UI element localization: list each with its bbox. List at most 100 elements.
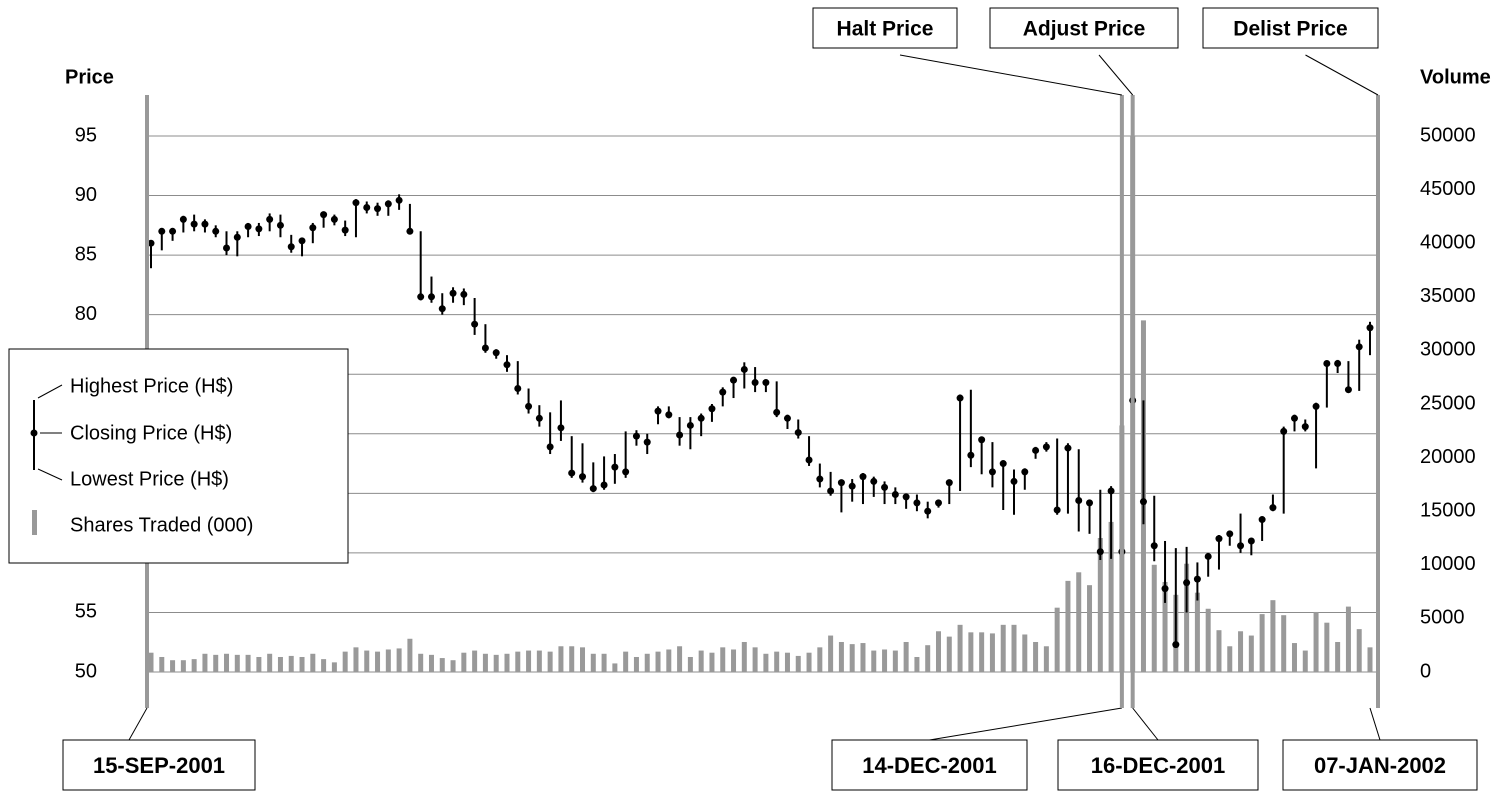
volume-bar [1216, 630, 1222, 672]
close-dot [805, 456, 813, 464]
close-dot [352, 199, 360, 207]
close-dot [341, 226, 349, 234]
close-dot [881, 483, 889, 491]
close-dot [1010, 477, 1018, 485]
close-dot [266, 215, 274, 223]
volume-bar [396, 648, 402, 672]
volume-bar [633, 656, 639, 672]
close-dot [1150, 542, 1158, 550]
volume-bar [838, 641, 844, 672]
close-dot [643, 438, 651, 446]
date-leader [1132, 707, 1159, 741]
volume-bar [213, 654, 219, 672]
close-dot [1193, 575, 1201, 583]
close-dot [1344, 386, 1352, 394]
volume-bar [1259, 614, 1265, 672]
volume-bar [504, 653, 510, 672]
volume-bar [698, 650, 704, 672]
close-dot [158, 227, 166, 235]
volume-bar [784, 652, 790, 672]
volume-bar [407, 638, 413, 672]
event-leader [1305, 54, 1379, 96]
close-dot [665, 411, 673, 419]
event-box [812, 7, 958, 49]
legend-box [8, 348, 349, 564]
close-dot [924, 507, 932, 515]
volume-bar [299, 656, 305, 672]
volume-bar [375, 651, 381, 672]
close-dot [438, 305, 446, 313]
legend-leader [37, 384, 63, 399]
close-dot [449, 289, 457, 297]
close-dot [1226, 530, 1234, 538]
close-dot [212, 227, 220, 235]
close-dot [934, 499, 942, 507]
volume-bar [245, 654, 251, 672]
close-dot [374, 205, 382, 213]
close-dot [287, 243, 295, 251]
close-dot [783, 414, 791, 422]
volume-bar [752, 647, 758, 672]
y2-tick-label: 25000 [1420, 392, 1476, 414]
close-dot [276, 221, 284, 229]
close-dot [395, 196, 403, 204]
close-dot [298, 237, 306, 245]
volume-bar [1313, 611, 1319, 672]
volume-bar [623, 651, 629, 672]
close-dot [320, 211, 328, 219]
close-dot [740, 365, 748, 373]
close-dot [708, 405, 716, 413]
volume-bar [882, 649, 888, 672]
close-dot [902, 493, 910, 501]
y2-tick-label: 15000 [1420, 499, 1476, 521]
close-dot [169, 227, 177, 235]
volume-bar [180, 660, 186, 672]
y2-tick-label: 0 [1420, 660, 1431, 682]
volume-bar [1227, 646, 1233, 672]
close-dot [686, 421, 694, 429]
y-tick-label: 50 [75, 660, 97, 682]
volume-bar [569, 646, 575, 672]
volume-bar [1356, 629, 1362, 672]
close-dot [179, 215, 187, 223]
close-dot [535, 414, 543, 422]
y-tick-label: 55 [75, 601, 97, 623]
volume-bar [1281, 615, 1287, 672]
close-dot [1258, 516, 1266, 524]
volume-bar [655, 651, 661, 672]
volume-bar [1087, 585, 1093, 672]
close-dot [568, 469, 576, 477]
close-dot [557, 424, 565, 432]
close-dot [870, 477, 878, 485]
close-dot [384, 200, 392, 208]
y-tick-label: 85 [75, 243, 97, 265]
close-dot [1204, 552, 1212, 560]
volume-bar [1162, 581, 1168, 672]
close-dot [654, 407, 662, 415]
close-dot [1064, 444, 1072, 452]
volume-bar [234, 654, 240, 672]
volume-bar [1238, 631, 1244, 672]
volume-bar [666, 649, 672, 672]
plot [147, 136, 1374, 672]
volume-bar [493, 654, 499, 672]
volume-bar [1043, 646, 1049, 672]
close-dot [1366, 324, 1374, 332]
y-tick-label: 95 [75, 124, 97, 146]
close-dot [945, 479, 953, 487]
volume-bar [1291, 643, 1297, 672]
close-dot [859, 473, 867, 481]
close-dot [481, 344, 489, 352]
date-box [62, 739, 256, 791]
close-dot [471, 320, 479, 328]
close-dot [1237, 542, 1245, 550]
volume-bar [644, 653, 650, 672]
volume-bar [277, 656, 283, 672]
volume-bar [892, 650, 898, 672]
volume-bar [1205, 608, 1211, 672]
close-dot [363, 203, 371, 211]
legend-volume-icon [32, 510, 37, 535]
close-dot [827, 487, 835, 495]
close-dot [525, 402, 533, 410]
